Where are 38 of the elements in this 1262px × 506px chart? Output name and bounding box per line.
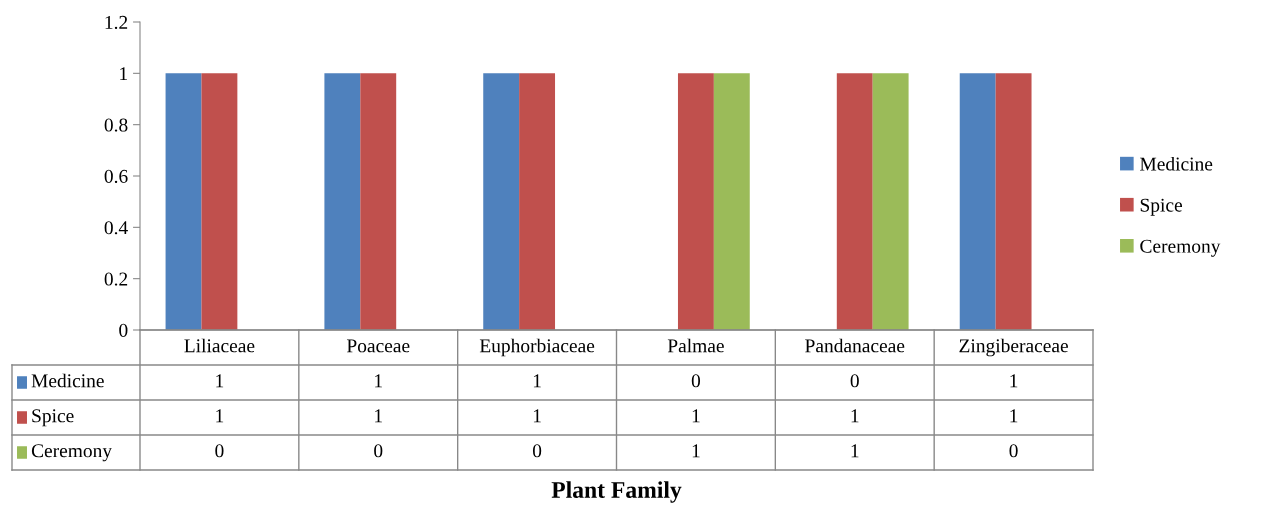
data-label: 0 <box>1009 444 1018 458</box>
y-tick-label: 0.2 <box>104 272 128 286</box>
y-tick-label: 0.8 <box>104 118 128 132</box>
x-tick-label: Pandanaceae <box>805 338 905 353</box>
data-label: 1 <box>851 444 859 458</box>
data-label: 1 <box>216 409 224 423</box>
x-tick-label: Zingiberaceae <box>959 338 1068 357</box>
legend-label: Spice <box>1140 198 1182 216</box>
x-tick-label: Liliaceae <box>184 338 255 353</box>
x-tick-label: Palmae <box>667 338 724 353</box>
y-tick-label: 0 <box>119 323 128 337</box>
y-tick-label: 1.2 <box>105 15 128 30</box>
data-label: 1 <box>1010 409 1018 423</box>
legend-label: Ceremony <box>1140 239 1221 257</box>
data-label: 0 <box>215 444 224 458</box>
text: Medicine <box>1140 156 1213 171</box>
data-label: 1 <box>533 374 541 388</box>
data-label: 0 <box>532 444 542 458</box>
y-tick-label: 0.4 <box>104 221 128 235</box>
y-tick-label: 0.6 <box>104 169 128 184</box>
text: Spice <box>32 409 74 427</box>
data-label: 1 <box>692 444 700 458</box>
data-label: 1 <box>375 409 382 423</box>
data-label: 1 <box>1010 374 1018 388</box>
data-label: 0 <box>691 374 701 388</box>
data-label: 1 <box>851 409 859 423</box>
data-label: 1 <box>692 409 700 423</box>
data-label: 1 <box>375 374 382 388</box>
y-tick-label: 1 <box>120 67 128 81</box>
data-label: 1 <box>216 374 224 388</box>
legend-label: Medicine <box>31 373 104 388</box>
text: Ceremony <box>31 444 112 462</box>
data-label: 0 <box>850 374 859 388</box>
data-label: 1 <box>533 409 541 423</box>
x-tick-label: Poaceae <box>346 339 410 353</box>
data-label: 0 <box>374 444 383 458</box>
x-tick-label: Euphorbiaceae <box>479 338 595 357</box>
text: Plant Family <box>551 481 682 503</box>
